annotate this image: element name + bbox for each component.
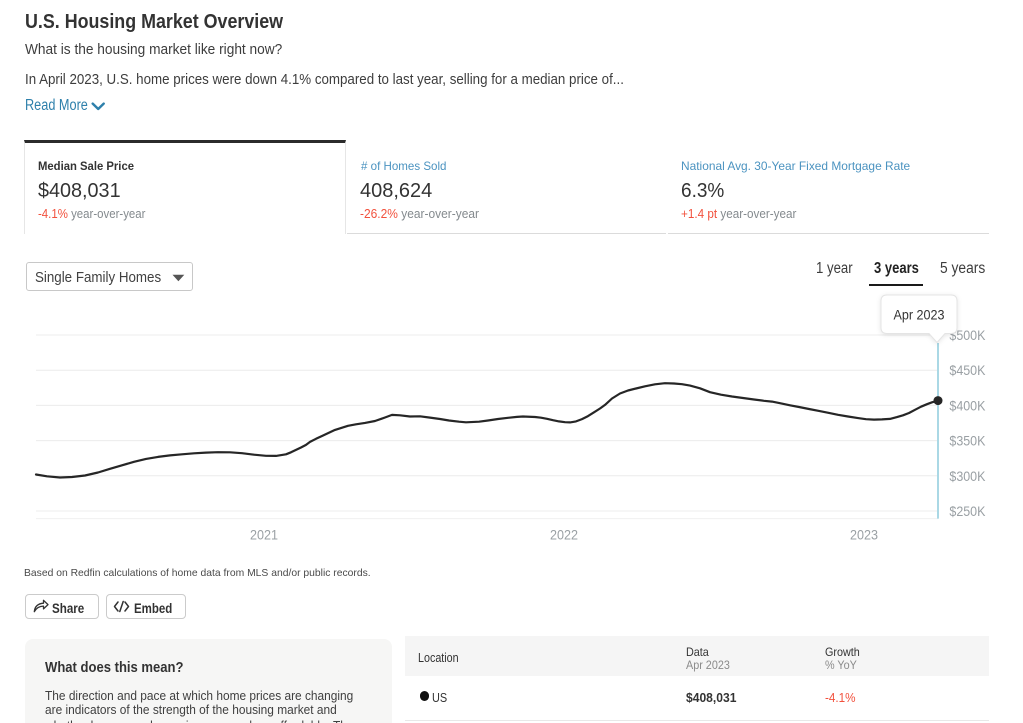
svg-text:$300K: $300K [949,468,986,484]
svg-text:2022: 2022 [550,526,578,542]
svg-text:$400K: $400K [949,397,986,413]
svg-text:$450K: $450K [949,362,986,378]
svg-text:$250K: $250K [949,503,986,519]
svg-text:2021: 2021 [250,526,278,542]
svg-text:$350K: $350K [949,433,986,449]
svg-text:$500K: $500K [949,327,986,343]
svg-text:Apr 2023: Apr 2023 [894,307,945,323]
svg-text:2023: 2023 [850,526,878,542]
